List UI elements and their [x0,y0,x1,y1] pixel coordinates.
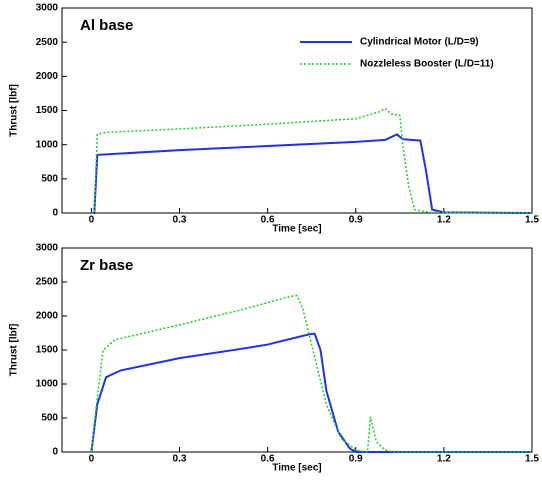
x-tick-label: 0.3 [173,215,187,226]
x-tick-label: 0.6 [261,215,275,226]
x-axis-label: Time [sec] [272,463,321,474]
y-tick-label: 1000 [36,139,59,150]
legend-label: Nozzleless Booster (L/D=11) [360,59,494,70]
y-tick-label: 0 [52,208,58,219]
y-tick-label: 3000 [36,3,59,14]
x-tick-label: 0.3 [173,454,187,465]
series-line [90,332,532,453]
x-tick-label: 0 [89,454,95,465]
legend-label: Cylindrical Motor (L/D=9) [360,37,479,48]
y-axis-label: Thrust [lbf] [9,84,20,137]
x-axis-label: Time [sec] [272,224,321,235]
x-tick-label: 1.5 [525,454,539,465]
y-tick-label: 2000 [36,71,59,82]
x-tick-label: 0.9 [349,454,363,465]
y-tick-label: 3000 [36,243,59,254]
y-tick-label: 1500 [36,105,59,116]
annotation: Zr base [80,257,133,274]
series-line [90,294,532,453]
y-tick-label: 500 [41,413,58,424]
annotation: Al base [80,17,133,34]
x-tick-label: 0.9 [349,215,363,226]
series-line [91,107,533,214]
y-tick-label: 0 [52,447,58,458]
y-tick-label: 1500 [36,345,59,356]
x-tick-label: 0.6 [261,454,275,465]
x-tick-label: 1.2 [437,215,451,226]
y-tick-label: 2000 [36,311,59,322]
x-tick-label: 1.5 [525,215,539,226]
y-tick-label: 1000 [36,379,59,390]
series-line [91,133,533,214]
plot-frame [61,247,533,453]
y-tick-label: 500 [41,173,58,184]
y-axis-label: Thrust [lbf] [9,324,20,377]
x-tick-label: 0 [89,215,95,226]
y-tick-label: 2500 [36,37,59,48]
y-tick-label: 2500 [36,277,59,288]
x-tick-label: 1.2 [437,454,451,465]
